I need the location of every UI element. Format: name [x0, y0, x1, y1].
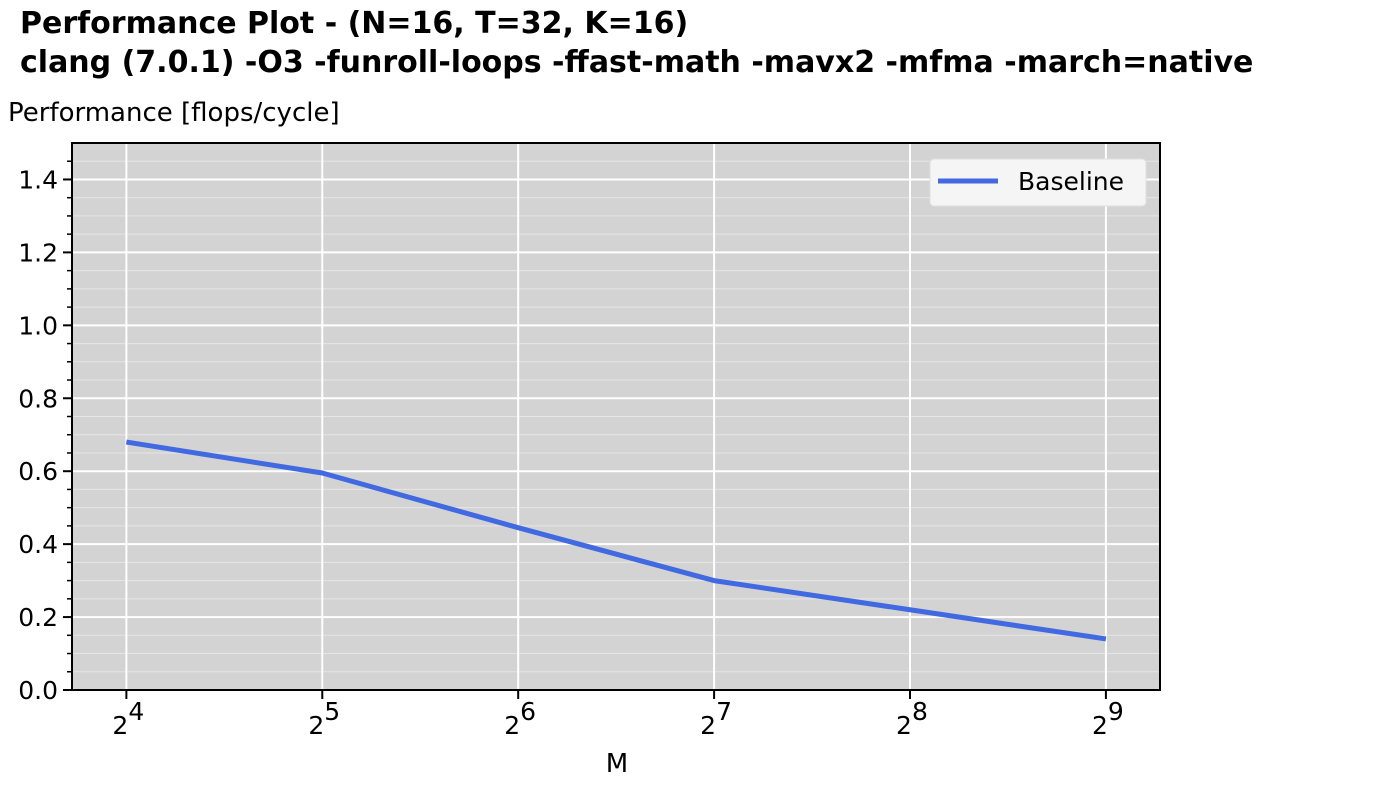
legend-entry-baseline: Baseline [1018, 167, 1124, 196]
y-axis-label: Performance [flops/cycle] [8, 98, 340, 128]
y-tick-label: 0.2 [18, 603, 58, 632]
y-tick-label: 0.6 [18, 457, 58, 486]
y-tick-label: 1.4 [18, 165, 58, 194]
x-tick-exponent: 4 [128, 697, 144, 726]
legend-box [929, 158, 1147, 207]
series-line-baseline [125, 439, 1107, 642]
chart-title-line2: clang (7.0.1) -O3 -funroll-loops -ffast-… [20, 45, 1253, 80]
y-tick-label: 0.8 [18, 384, 58, 413]
series-layer [125, 439, 1107, 642]
x-tick-label: 2 [112, 711, 128, 740]
x-tick-label: 2 [308, 711, 324, 740]
x-axis-label: M [606, 749, 628, 779]
y-tick-label: 1.0 [18, 311, 58, 340]
y-tick-label: 0.4 [18, 530, 58, 559]
minor-grid [72, 160, 1160, 673]
x-tick-exponent: 5 [324, 697, 340, 726]
legend[interactable]: Baseline [929, 158, 1147, 207]
x-tick-exponent: 7 [716, 697, 732, 726]
x-tick-label: 2 [1092, 711, 1108, 740]
ticks-layer: 0.00.20.40.60.81.01.21.42 4 2 5 2 6 2 7 2 8 2 9 [18, 160, 1124, 740]
y-tick-label: 0.0 [18, 676, 58, 705]
chart-title-line1: Performance Plot - (N=16, T=32, K=16) [20, 6, 688, 41]
x-tick-label: 2 [700, 711, 716, 740]
x-tick-exponent: 6 [520, 697, 536, 726]
x-tick-label: 2 [896, 711, 912, 740]
x-tick-exponent: 9 [1108, 697, 1124, 726]
major-grid [72, 143, 1160, 690]
x-tick-label: 2 [504, 711, 520, 740]
y-tick-label: 1.2 [18, 238, 58, 267]
x-tick-exponent: 8 [912, 697, 928, 726]
